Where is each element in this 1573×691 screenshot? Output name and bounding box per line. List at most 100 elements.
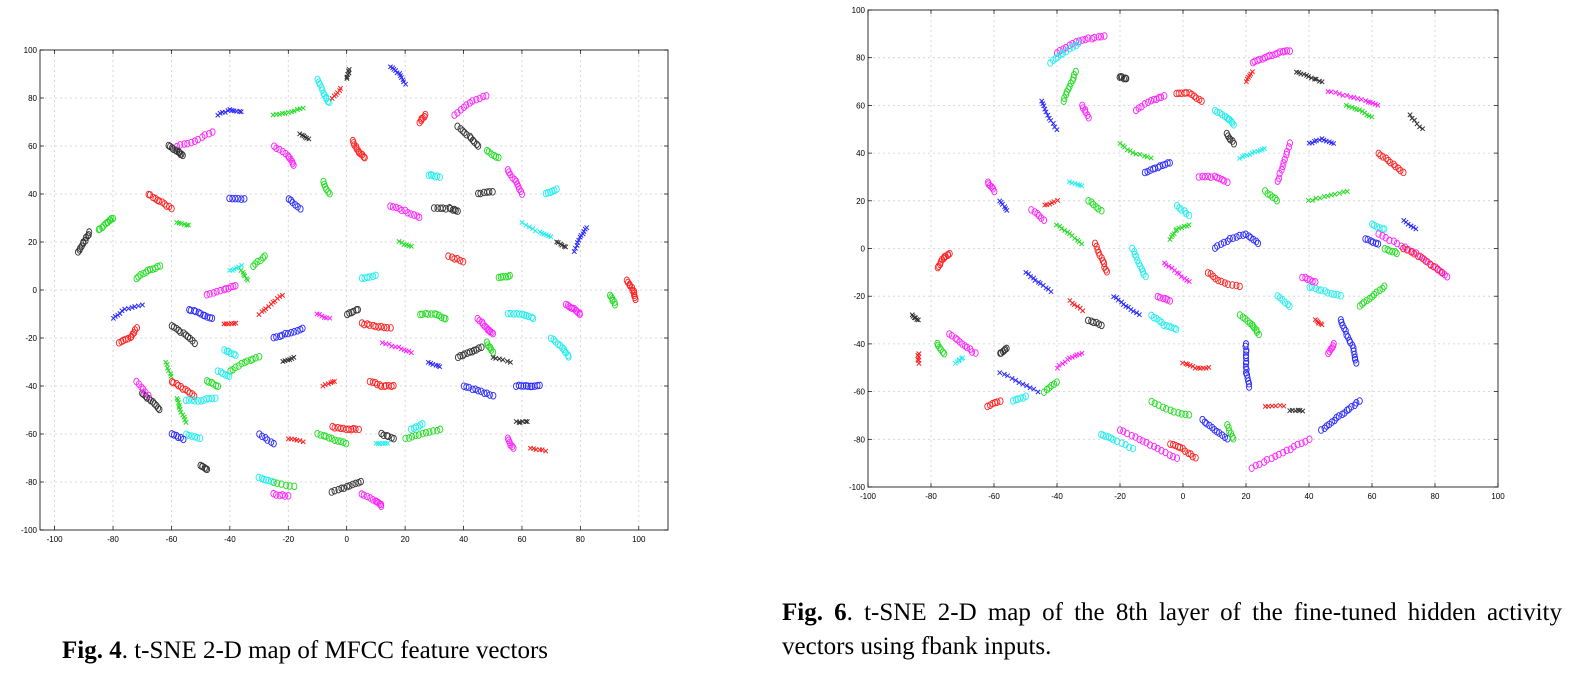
fig4-xtick-label: -40: [224, 535, 236, 544]
fig4-point-magenta: [177, 141, 184, 149]
fig4-point-green: [502, 272, 509, 281]
fig6-point-blue: [1351, 401, 1358, 410]
fig4-point-magenta: [479, 320, 486, 328]
fig4-point-black: [563, 244, 569, 250]
fig6-point-green: [1309, 197, 1316, 203]
fig4-point-green: [178, 220, 184, 227]
fig6-point-black: [1308, 75, 1314, 81]
fig4-point-green: [256, 352, 263, 361]
fig6-point-green: [1163, 405, 1170, 413]
fig6-point-magenta: [1120, 427, 1127, 436]
fig6-point-magenta: [1201, 172, 1208, 181]
fig6-point-magenta: [1328, 89, 1334, 95]
fig6-point-red: [1055, 197, 1061, 204]
fig6-point-cyan: [1324, 289, 1331, 297]
fig6-point-black: [915, 317, 921, 323]
fig6-point-green: [1079, 241, 1085, 247]
fig6-point-magenta: [1101, 32, 1108, 40]
fig4-point-red: [539, 447, 545, 453]
fig6-point-cyan: [1014, 395, 1021, 403]
figure-4-caption: Fig. 4. t-SNE 2-D map of MFCC feature ve…: [62, 634, 682, 668]
fig4-point-green: [406, 434, 413, 442]
fig4-point-cyan: [236, 264, 242, 270]
fig6-point-green: [1060, 97, 1067, 105]
fig6-point-magenta: [1085, 114, 1092, 122]
fig4-point-green: [274, 479, 281, 487]
fig6-point-magenta: [1363, 98, 1369, 104]
fig6-point-green: [1349, 104, 1355, 110]
fig4-point-cyan: [530, 314, 537, 323]
fig4-point-black: [451, 205, 458, 214]
fig6-point-red: [1047, 201, 1053, 207]
fig4-point-green: [608, 293, 615, 301]
fig6-point-blue: [1023, 269, 1029, 275]
fig4-point-green: [495, 153, 502, 162]
fig6-point-cyan: [1110, 436, 1117, 444]
fig4-point-red: [233, 320, 239, 326]
fig6-point-cyan: [1331, 290, 1338, 299]
fig4-point-cyan: [226, 372, 233, 381]
fig6-point-green: [1363, 296, 1370, 305]
fig6-point-magenta: [1306, 276, 1313, 284]
fig4-point-cyan: [225, 347, 232, 356]
fig6-point-red: [1375, 149, 1382, 158]
fig6-point-magenta: [1085, 34, 1092, 42]
fig4-point-red: [331, 424, 338, 432]
fig4-point-black: [177, 328, 184, 336]
fig4-point-green: [314, 430, 321, 438]
fig4-point-cyan: [550, 335, 557, 344]
fig4-point-black: [84, 232, 91, 240]
fig6-point-magenta: [1279, 162, 1286, 171]
fig6-point-black: [1417, 124, 1423, 130]
fig4-point-black: [457, 352, 464, 360]
fig6-point-magenta: [1184, 277, 1190, 283]
fig4-point-red: [337, 424, 344, 433]
fig4-point-magenta: [404, 209, 411, 217]
fig6-point-blue: [1353, 359, 1360, 367]
fig4-point-black: [344, 75, 350, 81]
fig4-point-magenta: [289, 159, 296, 168]
fig4-point-cyan: [191, 396, 198, 405]
fig6-point-red: [1177, 443, 1184, 452]
fig4-point-green: [506, 271, 513, 280]
fig4-ytick-label: 60: [28, 142, 37, 151]
fig4-point-black: [454, 122, 461, 131]
fig4-point-cyan: [265, 476, 272, 485]
fig4-point-red: [355, 425, 362, 434]
fig4-point-magenta: [290, 161, 297, 169]
fig4-point-black: [454, 207, 461, 215]
fig4-ytick-label: -40: [25, 382, 37, 391]
fig4-point-cyan: [206, 395, 213, 403]
fig4-point-black: [475, 189, 482, 198]
fig4-axes: -100 -80 -60 -40 -20 0 20 40 60 80 100 -100 -80 -60 -4…: [21, 46, 668, 544]
fig6-point-blue: [1026, 271, 1032, 277]
fig4-point-black: [439, 204, 447, 212]
fig6-point-cyan: [1069, 43, 1076, 51]
fig4-point-magenta: [393, 203, 400, 212]
fig6-point-blue: [1343, 331, 1350, 339]
fig6-point-magenta: [1256, 460, 1263, 469]
fig4-point-magenta: [210, 289, 217, 297]
fig4-point-blue: [571, 249, 577, 255]
fig4-point-black: [328, 488, 335, 496]
fig6-point-cyan: [1131, 250, 1138, 259]
fig6-ytick-label: -60: [853, 388, 865, 397]
fig4-point-red: [366, 321, 373, 329]
fig4-ytick-label: -60: [25, 430, 37, 439]
fig4-point-blue: [465, 383, 472, 392]
fig4-point-red: [331, 378, 337, 384]
fig6-point-magenta: [1283, 150, 1290, 159]
fig6-point-blue: [1031, 386, 1037, 392]
fig4-point-red: [543, 448, 549, 454]
fig6-point-magenta: [1280, 448, 1287, 457]
fig6-point-magenta: [1336, 91, 1342, 97]
fig4-point-magenta: [509, 442, 516, 451]
fig6-point-magenta: [1276, 169, 1283, 178]
fig4-point-blue: [278, 331, 286, 340]
fig6-point-black: [1230, 139, 1237, 148]
fig4-point-magenta: [389, 203, 396, 211]
fig6-point-green: [1148, 397, 1155, 406]
fig4-point-magenta: [505, 168, 512, 176]
fig4-xtick-label: 60: [518, 535, 527, 544]
fig6-point-magenta: [991, 187, 998, 196]
